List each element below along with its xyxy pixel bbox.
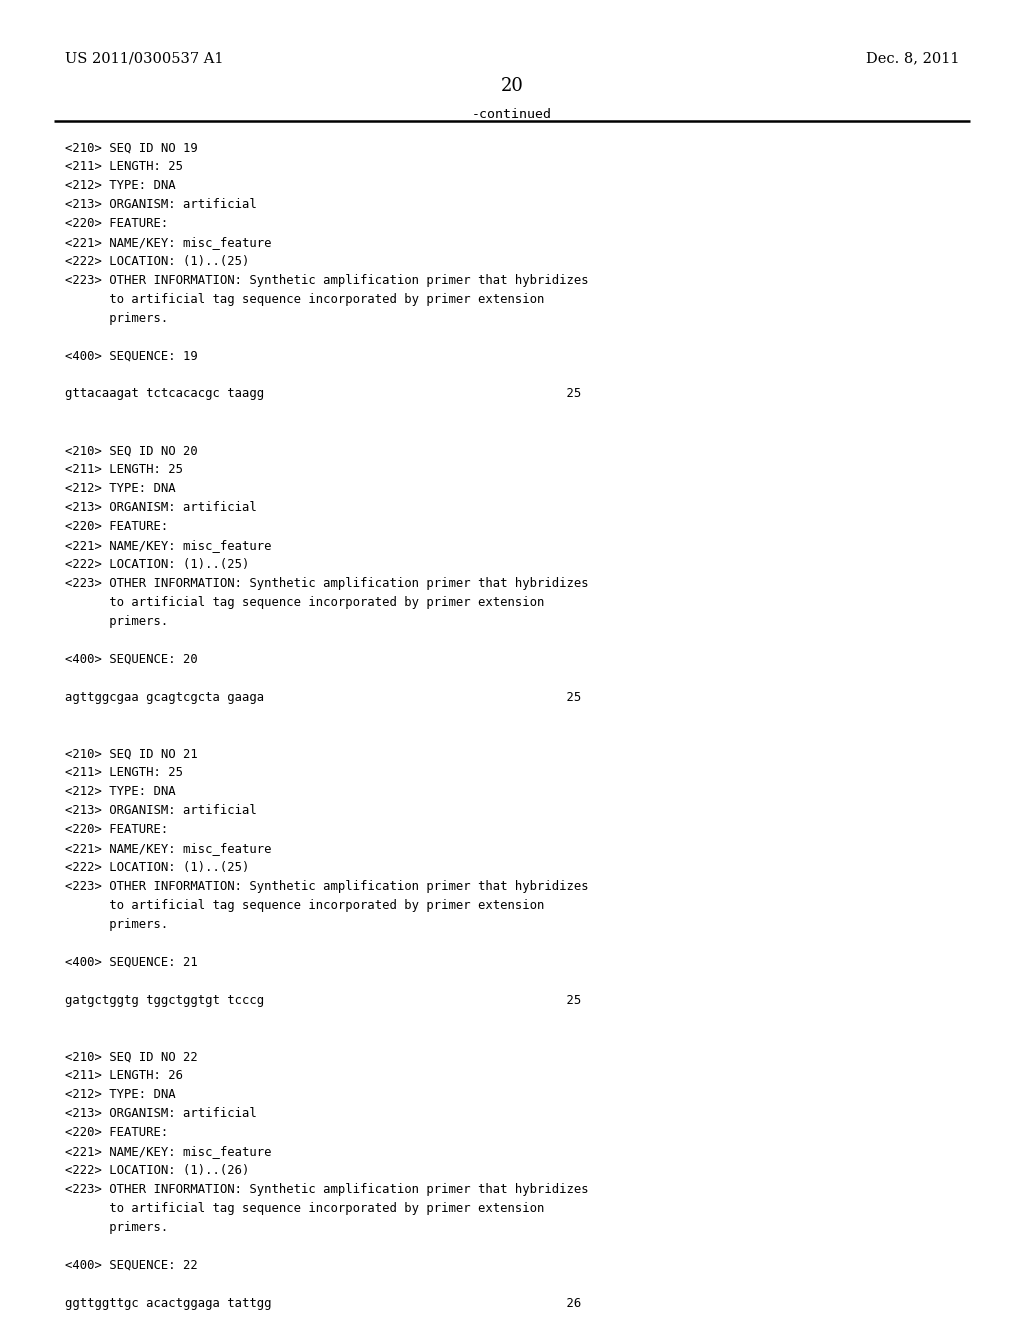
Text: <212> TYPE: DNA: <212> TYPE: DNA <box>65 180 175 193</box>
Text: <222> LOCATION: (1)..(25): <222> LOCATION: (1)..(25) <box>65 255 249 268</box>
Text: <212> TYPE: DNA: <212> TYPE: DNA <box>65 785 175 799</box>
Text: <223> OTHER INFORMATION: Synthetic amplification primer that hybridizes: <223> OTHER INFORMATION: Synthetic ampli… <box>65 577 588 590</box>
Text: <222> LOCATION: (1)..(25): <222> LOCATION: (1)..(25) <box>65 861 249 874</box>
Text: <220> FEATURE:: <220> FEATURE: <box>65 216 168 230</box>
Text: US 2011/0300537 A1: US 2011/0300537 A1 <box>65 51 223 66</box>
Text: primers.: primers. <box>65 917 168 931</box>
Text: <212> TYPE: DNA: <212> TYPE: DNA <box>65 482 175 495</box>
Text: <212> TYPE: DNA: <212> TYPE: DNA <box>65 1088 175 1101</box>
Text: <211> LENGTH: 25: <211> LENGTH: 25 <box>65 767 182 779</box>
Text: <400> SEQUENCE: 22: <400> SEQUENCE: 22 <box>65 1259 198 1271</box>
Text: Dec. 8, 2011: Dec. 8, 2011 <box>866 51 959 66</box>
Text: ggttggttgc acactggaga tattgg                                        26: ggttggttgc acactggaga tattgg 26 <box>65 1296 581 1309</box>
Text: <210> SEQ ID NO 21: <210> SEQ ID NO 21 <box>65 747 198 760</box>
Text: primers.: primers. <box>65 615 168 628</box>
Text: <211> LENGTH: 25: <211> LENGTH: 25 <box>65 463 182 477</box>
Text: <220> FEATURE:: <220> FEATURE: <box>65 1126 168 1139</box>
Text: <400> SEQUENCE: 20: <400> SEQUENCE: 20 <box>65 652 198 665</box>
Text: -continued: -continued <box>472 108 552 121</box>
Text: <210> SEQ ID NO 22: <210> SEQ ID NO 22 <box>65 1051 198 1064</box>
Text: gttacaagat tctcacacgc taagg                                         25: gttacaagat tctcacacgc taagg 25 <box>65 388 581 400</box>
Text: <213> ORGANISM: artificial: <213> ORGANISM: artificial <box>65 1107 256 1121</box>
Text: primers.: primers. <box>65 1221 168 1234</box>
Text: <211> LENGTH: 26: <211> LENGTH: 26 <box>65 1069 182 1082</box>
Text: <221> NAME/KEY: misc_feature: <221> NAME/KEY: misc_feature <box>65 842 271 855</box>
Text: primers.: primers. <box>65 312 168 325</box>
Text: <222> LOCATION: (1)..(25): <222> LOCATION: (1)..(25) <box>65 558 249 572</box>
Text: <220> FEATURE:: <220> FEATURE: <box>65 520 168 533</box>
Text: <221> NAME/KEY: misc_feature: <221> NAME/KEY: misc_feature <box>65 1146 271 1158</box>
Text: <400> SEQUENCE: 19: <400> SEQUENCE: 19 <box>65 350 198 363</box>
Text: to artificial tag sequence incorporated by primer extension: to artificial tag sequence incorporated … <box>65 293 544 306</box>
Text: <213> ORGANISM: artificial: <213> ORGANISM: artificial <box>65 198 256 211</box>
Text: 20: 20 <box>501 77 523 95</box>
Text: <213> ORGANISM: artificial: <213> ORGANISM: artificial <box>65 804 256 817</box>
Text: <223> OTHER INFORMATION: Synthetic amplification primer that hybridizes: <223> OTHER INFORMATION: Synthetic ampli… <box>65 273 588 286</box>
Text: <221> NAME/KEY: misc_feature: <221> NAME/KEY: misc_feature <box>65 236 271 249</box>
Text: <220> FEATURE:: <220> FEATURE: <box>65 824 168 836</box>
Text: <213> ORGANISM: artificial: <213> ORGANISM: artificial <box>65 502 256 513</box>
Text: <222> LOCATION: (1)..(26): <222> LOCATION: (1)..(26) <box>65 1164 249 1177</box>
Text: gatgctggtg tggctggtgt tcccg                                         25: gatgctggtg tggctggtgt tcccg 25 <box>65 994 581 1007</box>
Text: to artificial tag sequence incorporated by primer extension: to artificial tag sequence incorporated … <box>65 899 544 912</box>
Text: <210> SEQ ID NO 20: <210> SEQ ID NO 20 <box>65 445 198 457</box>
Text: <210> SEQ ID NO 19: <210> SEQ ID NO 19 <box>65 141 198 154</box>
Text: <221> NAME/KEY: misc_feature: <221> NAME/KEY: misc_feature <box>65 539 271 552</box>
Text: <400> SEQUENCE: 21: <400> SEQUENCE: 21 <box>65 956 198 969</box>
Text: agttggcgaa gcagtcgcta gaaga                                         25: agttggcgaa gcagtcgcta gaaga 25 <box>65 690 581 704</box>
Text: <223> OTHER INFORMATION: Synthetic amplification primer that hybridizes: <223> OTHER INFORMATION: Synthetic ampli… <box>65 880 588 892</box>
Text: to artificial tag sequence incorporated by primer extension: to artificial tag sequence incorporated … <box>65 595 544 609</box>
Text: to artificial tag sequence incorporated by primer extension: to artificial tag sequence incorporated … <box>65 1203 544 1214</box>
Text: <223> OTHER INFORMATION: Synthetic amplification primer that hybridizes: <223> OTHER INFORMATION: Synthetic ampli… <box>65 1183 588 1196</box>
Text: <211> LENGTH: 25: <211> LENGTH: 25 <box>65 160 182 173</box>
